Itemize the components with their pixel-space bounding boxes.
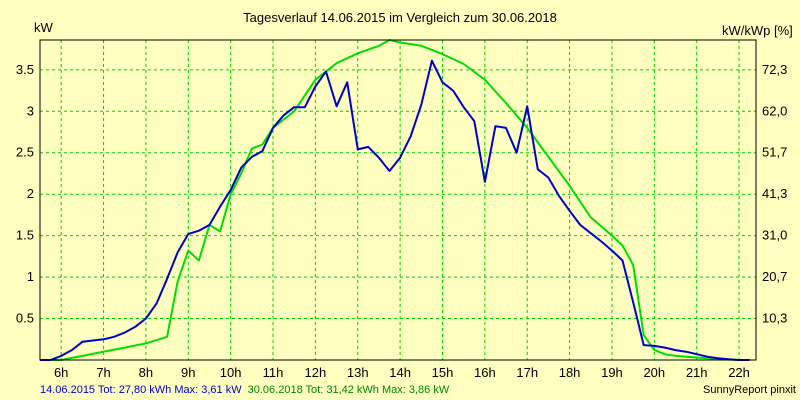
x-tick-label: 13h xyxy=(347,365,369,380)
legend-series-1: 14.06.2015 Tot: 27,80 kWh Max: 3,61 kW xyxy=(40,384,242,396)
x-tick-label: 20h xyxy=(643,365,665,380)
axes xyxy=(39,39,757,361)
y-tick-label-left: 3 xyxy=(27,103,34,118)
y-tick-label-right: 51,7 xyxy=(762,145,787,160)
grid xyxy=(40,40,756,360)
y-axis-label-left: kW xyxy=(34,20,54,35)
tick-labels: 6h 7h 8h 9h 10h 11h 12h 13h 14h 15h 16h 17h 18h 19h 20… xyxy=(16,62,787,380)
x-tick-label: 10h xyxy=(220,365,242,380)
x-tick-label: 19h xyxy=(601,365,623,380)
plot-frame xyxy=(39,39,757,361)
series-line-2 xyxy=(40,39,750,361)
x-tick-label: 8h xyxy=(139,365,153,380)
footer-legend: 14.06.2015 Tot: 27,80 kWh Max: 3,61 kW 3… xyxy=(40,384,450,396)
y-tick-label-right: 20,7 xyxy=(762,269,787,284)
y-tick-label-right: 72,3 xyxy=(762,62,787,77)
x-tick-label: 12h xyxy=(305,365,327,380)
x-tick-label: 7h xyxy=(96,365,110,380)
y-tick-label-left: 0.5 xyxy=(16,311,34,326)
x-tick-label: 14h xyxy=(389,365,411,380)
legend-series-2: 30.06.2018 Tot: 31,42 kWh Max: 3,86 kW xyxy=(248,384,450,396)
y-tick-label-right: 10,3 xyxy=(762,311,787,326)
y-tick-label-right: 62,0 xyxy=(762,103,787,118)
y-tick-label-left: 2.5 xyxy=(16,145,34,160)
y-axis-label-right: kW/kWp [%] xyxy=(722,23,793,38)
y-tick-label-left: 2 xyxy=(27,186,34,201)
y-tick-label-left: 3.5 xyxy=(16,62,34,77)
x-tick-label: 16h xyxy=(474,365,496,380)
series-lines xyxy=(40,39,750,361)
x-tick-label: 11h xyxy=(263,365,284,380)
series-line-1 xyxy=(40,59,750,361)
x-tick-label: 9h xyxy=(181,365,195,380)
y-tick-label-right: 31,0 xyxy=(762,228,787,243)
x-tick-label: 21h xyxy=(686,365,708,380)
x-tick-label: 22h xyxy=(728,365,750,380)
chart-title: Tagesverlauf 14.06.2015 im Vergleich zum… xyxy=(243,10,557,25)
x-tick-label: 15h xyxy=(432,365,454,380)
y-tick-label-left: 1 xyxy=(27,269,34,284)
credit-text: SunnyReport pinxit xyxy=(703,384,796,396)
x-tick-label: 6h xyxy=(54,365,68,380)
y-tick-label-left: 1.5 xyxy=(16,228,34,243)
x-tick-label: 17h xyxy=(516,365,538,380)
y-tick-label-right: 41,3 xyxy=(762,186,787,201)
x-tick-label: 18h xyxy=(559,365,581,380)
